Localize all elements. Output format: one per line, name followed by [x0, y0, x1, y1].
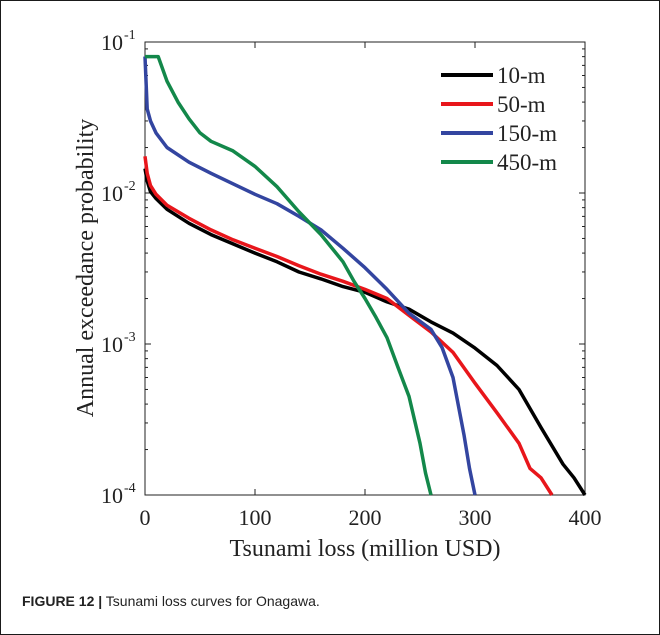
x-tick-label: 100	[239, 505, 272, 530]
caption-text: Tsunami loss curves for Onagawa.	[102, 593, 320, 609]
series-line-10-m	[143, 168, 587, 496]
y-tick-exponent: -3	[124, 330, 136, 345]
figure-caption: FIGURE 12 | Tsunami loss curves for Onag…	[22, 593, 320, 609]
y-tick-base: 10	[101, 181, 123, 206]
x-tick-label: 0	[140, 505, 151, 530]
y-axis-title: Annual exceedance probability	[73, 119, 99, 418]
y-tick-label: 10 -1	[101, 28, 136, 55]
figure-label: FIGURE 12 |	[22, 593, 103, 609]
legend-label: 10-m	[497, 63, 546, 88]
legend-label: 450-m	[497, 150, 557, 175]
y-tick-base: 10	[101, 30, 123, 55]
axis-ticks	[144, 41, 586, 496]
x-tick-label: 200	[349, 505, 382, 530]
x-axis-title: Tsunami loss (million USD)	[230, 536, 501, 562]
legend: 10-m 50-m 150-m 450-m	[441, 63, 557, 175]
x-tick-label: 400	[569, 505, 602, 530]
y-tick-exponent: -2	[124, 179, 136, 194]
y-tick-label: 10 -4	[101, 481, 136, 508]
y-tick-base: 10	[101, 483, 123, 508]
y-tick-base: 10	[101, 332, 123, 357]
y-tick-exponent: -4	[124, 481, 136, 496]
y-tick-label: 10 -3	[101, 330, 136, 357]
y-tick-label: 10 -2	[101, 179, 136, 206]
x-tick-label: 300	[459, 505, 492, 530]
series-line-50-m	[143, 156, 554, 496]
series-lines	[143, 54, 587, 496]
series-line-450-m	[145, 54, 433, 496]
legend-label: 150-m	[497, 121, 557, 146]
legend-label: 50-m	[497, 92, 546, 117]
y-tick-exponent: -1	[124, 28, 136, 43]
